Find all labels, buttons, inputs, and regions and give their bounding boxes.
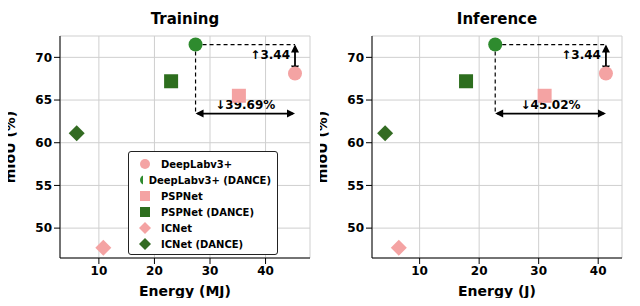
html-text:DeepLabv3+ (DANCE): DeepLabv3+ (DANCE): [148, 174, 271, 186]
svg-text:↑3.44: ↑3.44: [250, 48, 290, 62]
svg-text:50: 50: [347, 221, 364, 235]
svg-text:55: 55: [347, 179, 364, 193]
svg-text:Energy (MJ): Energy (MJ): [139, 283, 231, 298]
svg-text:70: 70: [35, 51, 52, 65]
svg-text:↓39.69%: ↓39.69%: [215, 97, 276, 112]
svg-text:40: 40: [257, 264, 274, 278]
svg-text:40: 40: [590, 264, 607, 278]
svg-text:20: 20: [146, 264, 163, 278]
html-text:ICNet: ICNet: [161, 222, 192, 234]
svg-text:20: 20: [471, 264, 488, 278]
html-text:Training: Training: [150, 10, 220, 28]
svg-text:10: 10: [411, 264, 428, 278]
svg-text:mIoU (%): mIoU (%): [320, 111, 330, 183]
svg-text:65: 65: [347, 93, 364, 107]
html-text:PSPNet (DANCE): PSPNet (DANCE): [161, 206, 254, 218]
svg-text:↓45.02%: ↓45.02%: [520, 97, 581, 112]
svg-text:60: 60: [35, 136, 52, 150]
svg-text:30: 30: [530, 264, 547, 278]
svg-text:10: 10: [91, 264, 108, 278]
svg-text:50: 50: [35, 221, 52, 235]
html-text:DeepLabv3+: DeepLabv3+: [161, 158, 233, 170]
html-text:Inference: Inference: [456, 10, 538, 28]
svg-text:70: 70: [347, 51, 364, 65]
svg-text:Energy (J): Energy (J): [458, 283, 536, 298]
svg-text:mIoU (%): mIoU (%): [8, 111, 18, 183]
svg-text:55: 55: [35, 179, 52, 193]
svg-text:65: 65: [35, 93, 52, 107]
svg-text:60: 60: [347, 136, 364, 150]
svg-text:↑3.44: ↑3.44: [561, 48, 601, 62]
svg-text:30: 30: [202, 264, 219, 278]
html-text:PSPNet: PSPNet: [161, 190, 203, 202]
html-text:ICNet (DANCE): ICNet (DANCE): [161, 238, 244, 250]
